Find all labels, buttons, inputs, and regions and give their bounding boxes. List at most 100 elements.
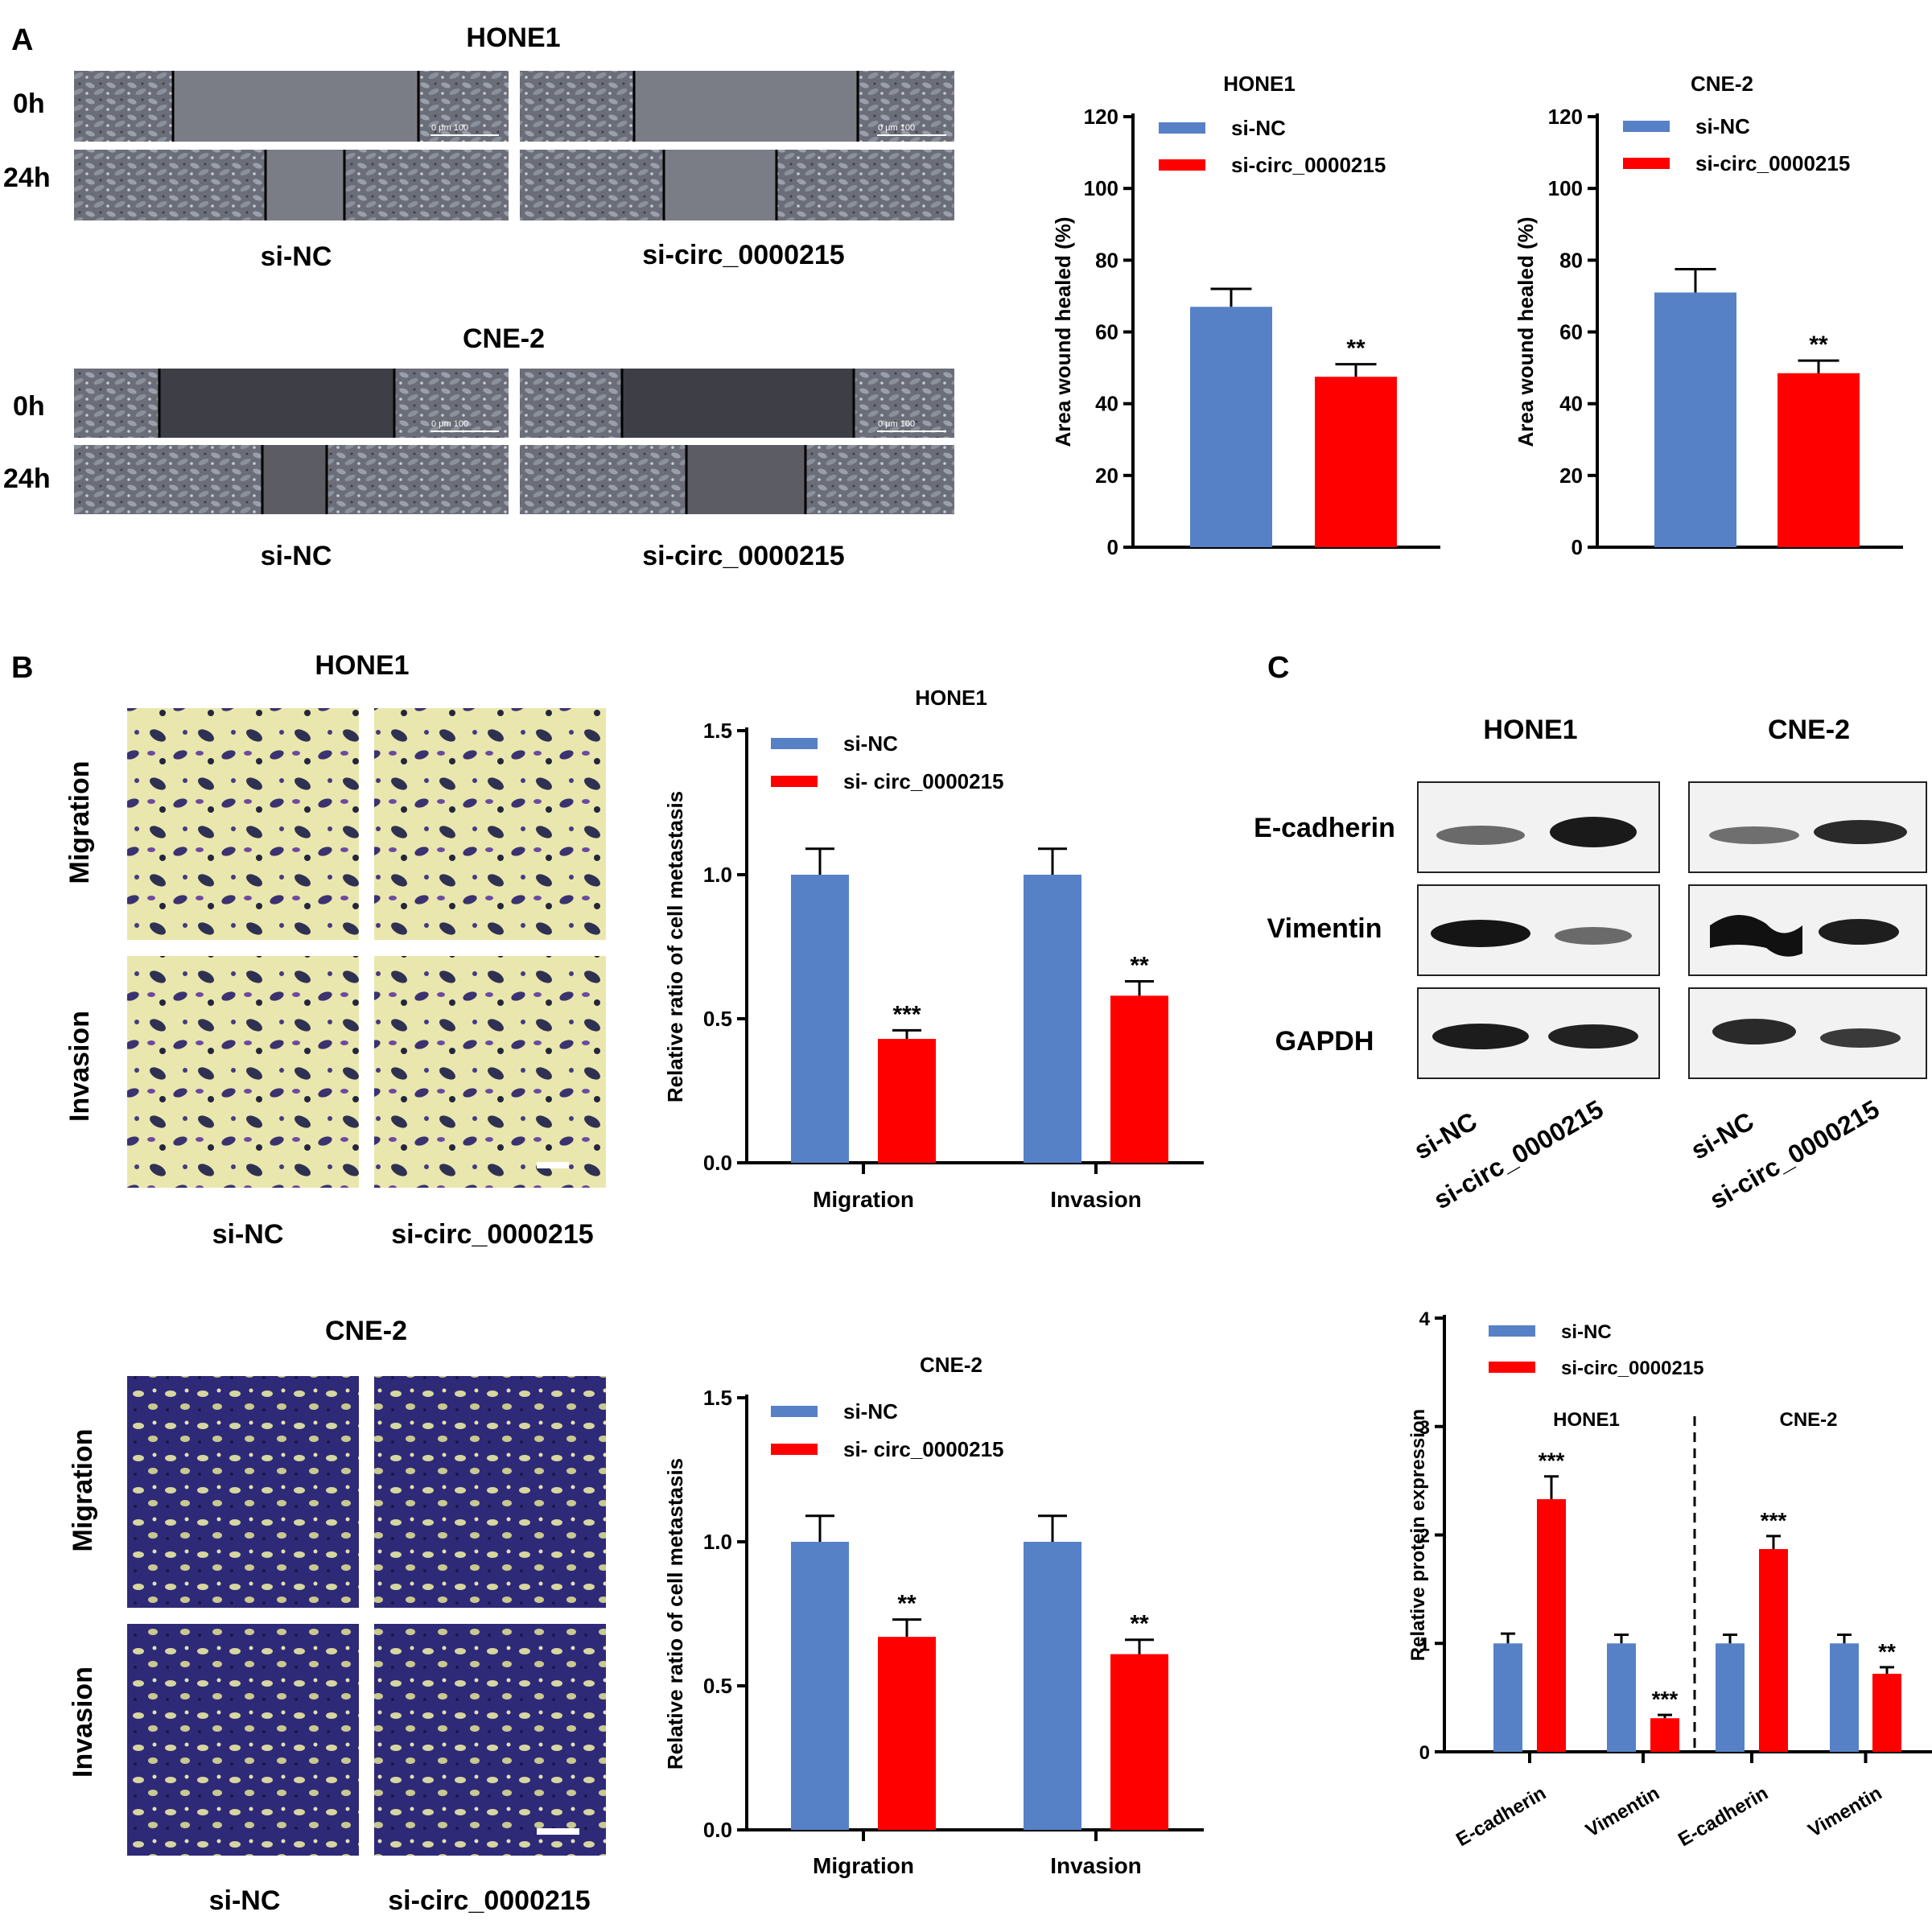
chart-4-bar [1650, 1718, 1679, 1752]
chart-4-bar [1872, 1673, 1901, 1752]
chart-2-ytick-label: 0.0 [703, 1151, 732, 1175]
panel-a-images: HONE1 0h 24h 0 μm 100 0 μm 100 [3, 23, 954, 571]
chart-4-ytick-label: 3 [1419, 1417, 1430, 1439]
chart-3-bar [878, 1637, 936, 1830]
scratch-image-cne2-circ-24h [520, 445, 954, 514]
chart-protein-expression: Relative protein expression 0 1 2 3 4 *** E-cad… [1407, 1308, 1932, 1851]
chart-4-ylabel: Relative protein expression [1407, 1409, 1429, 1661]
chart-3-ytick-label: 0.0 [703, 1818, 732, 1842]
chart-0-bar [1315, 377, 1397, 547]
chart-4-group-label: CNE-2 [1779, 1409, 1837, 1431]
scratch-image-cne2-circ-0h: 0 μm 100 [520, 369, 954, 438]
chart-2-bar [1024, 875, 1081, 1163]
chart-2-significance: *** [892, 1001, 921, 1028]
chart-1-ytick-label: 80 [1559, 248, 1583, 272]
transwell-hone1-circ-migration [374, 708, 606, 940]
scratch-image-cne2-nc-0h: 0 μm 100 [74, 369, 509, 438]
panel-a-hone1-0h: 0h [13, 89, 45, 119]
panel-c-blot: HONE1 CNE-2 E-cadherin Vimentin GAPDH [1254, 715, 1927, 1215]
panel-c-hone1-title: HONE1 [1483, 715, 1577, 745]
chart-0-ytick-label: 20 [1095, 464, 1118, 488]
panel-c-cne2-title: CNE-2 [1768, 715, 1850, 745]
chart-2-significance: ** [1130, 952, 1149, 979]
chart-1-ytick-label: 120 [1548, 105, 1583, 129]
chart-2-category-label: Invasion [1050, 1187, 1142, 1212]
chart-2-ytick-label: 1.5 [703, 719, 732, 743]
chart-1-ytick-label: 100 [1548, 176, 1583, 200]
chart-4-category-label: Vimentin [1582, 1782, 1663, 1842]
chart-2-legend-label: si-NC [843, 731, 898, 756]
chart-0-legend-label: si-NC [1231, 116, 1286, 140]
chart-1-legend-label: si-circ_0000215 [1695, 151, 1850, 175]
panel-b-hone1-title: HONE1 [315, 650, 409, 681]
panel-label-b: B [11, 651, 33, 685]
chart-4-group-label: HONE1 [1553, 1409, 1620, 1431]
chart-4-category-label: E-cadherin [1452, 1782, 1550, 1851]
panel-a-cne2-title: CNE-2 [463, 323, 545, 354]
chart-3-ylabel: Relative ratio of cell metastasis [663, 1458, 687, 1770]
chart-transwell-hone1: HONE1 Relative ratio of cell metastasis 0.… [663, 686, 1204, 1212]
panel-b-hone1-migration: Migration [64, 761, 95, 884]
transwell-hone1-circ-invasion [374, 956, 606, 1188]
chart-0-ytick-label: 0 [1107, 535, 1118, 559]
chart-4-significance: *** [1652, 1687, 1679, 1712]
chart-3-bar [1110, 1654, 1168, 1830]
chart-3-legend-swatch [771, 1406, 818, 1417]
chart-3-legend-label: si- circ_0000215 [843, 1437, 1004, 1461]
lane-label-hone1-nc: si-NC [1409, 1106, 1481, 1165]
chart-4-legend-label: si-circ_0000215 [1561, 1358, 1704, 1379]
scratch-image-hone1-nc-24h [74, 150, 509, 220]
chart-1-title: CNE-2 [1691, 72, 1753, 96]
chart-0-legend-swatch [1159, 159, 1205, 171]
chart-3-significance: ** [1130, 1611, 1149, 1638]
panel-b-images: HONE1 Migration Invasion si-NC si-circ_0… [64, 650, 606, 1916]
lane-label-cne2-circ: si-circ_0000215 [1705, 1094, 1885, 1215]
chart-3-bar [1024, 1542, 1081, 1830]
chart-1-ytick-label: 60 [1559, 320, 1583, 344]
panel-a-hone1-nc-label: si-NC [261, 241, 332, 272]
chart-1-ylabel: Area wound healed (%) [1514, 216, 1538, 447]
chart-4-legend-label: si-NC [1561, 1321, 1612, 1343]
panel-a-cne2-24h: 24h [3, 464, 51, 494]
scratch-image-hone1-circ-0h: 0 μm 100 [520, 71, 954, 142]
chart-1-bar [1778, 373, 1860, 547]
chart-4-bar [1759, 1549, 1788, 1752]
chart-3-category-label: Migration [813, 1853, 914, 1878]
chart-4-ytick-label: 0 [1419, 1742, 1430, 1764]
chart-4-significance: *** [1761, 1508, 1787, 1533]
chart-3-legend-label: si-NC [843, 1399, 898, 1424]
chart-3-legend-swatch [771, 1444, 818, 1455]
panel-a-cne2-0h: 0h [13, 391, 45, 422]
chart-2-ylabel: Relative ratio of cell metastasis [663, 791, 687, 1102]
chart-4-ytick-label: 2 [1419, 1526, 1430, 1547]
chart-0-title: HONE1 [1223, 72, 1296, 96]
chart-1-legend-swatch [1623, 158, 1670, 169]
chart-4-significance: ** [1878, 1639, 1896, 1664]
chart-2-bar [791, 875, 849, 1163]
chart-2-legend-swatch [771, 776, 818, 787]
chart-2-ytick-label: 1.0 [703, 863, 732, 887]
chart-3-bar [791, 1542, 849, 1830]
chart-4-significance: *** [1539, 1448, 1565, 1473]
chart-1-bar [1654, 292, 1736, 547]
lane-label-cne2-nc: si-NC [1686, 1106, 1758, 1165]
panel-b-hone1-invasion: Invasion [64, 1011, 95, 1122]
chart-4-bar [1537, 1499, 1566, 1752]
panel-b-hone1-nc-label: si-NC [212, 1219, 284, 1250]
blot-cne2-vimentin [1688, 884, 1927, 976]
panel-b-cne2-circ-label: si-circ_0000215 [388, 1885, 590, 1916]
chart-3-title: CNE-2 [920, 1353, 982, 1377]
panel-b-cne2-nc-label: si-NC [209, 1885, 281, 1916]
chart-1-ytick-label: 40 [1559, 392, 1583, 416]
transwell-cne2-nc-invasion [127, 1624, 359, 1856]
panel-b-cne2-invasion: Invasion [68, 1667, 98, 1778]
scratch-image-hone1-nc-0h: 0 μm 100 [74, 71, 509, 142]
chart-0-legend-swatch [1159, 122, 1205, 134]
chart-4-bar [1830, 1643, 1859, 1752]
blot-label-ecadherin: E-cadherin [1254, 813, 1395, 843]
chart-1-legend-swatch [1623, 121, 1670, 132]
chart-0-legend-label: si-circ_0000215 [1231, 153, 1386, 177]
chart-3-ytick-label: 0.5 [703, 1674, 732, 1698]
chart-wound-hone1: HONE1 Area wound healed (%) 0 20 40 60 80 100 12… [1051, 72, 1440, 559]
